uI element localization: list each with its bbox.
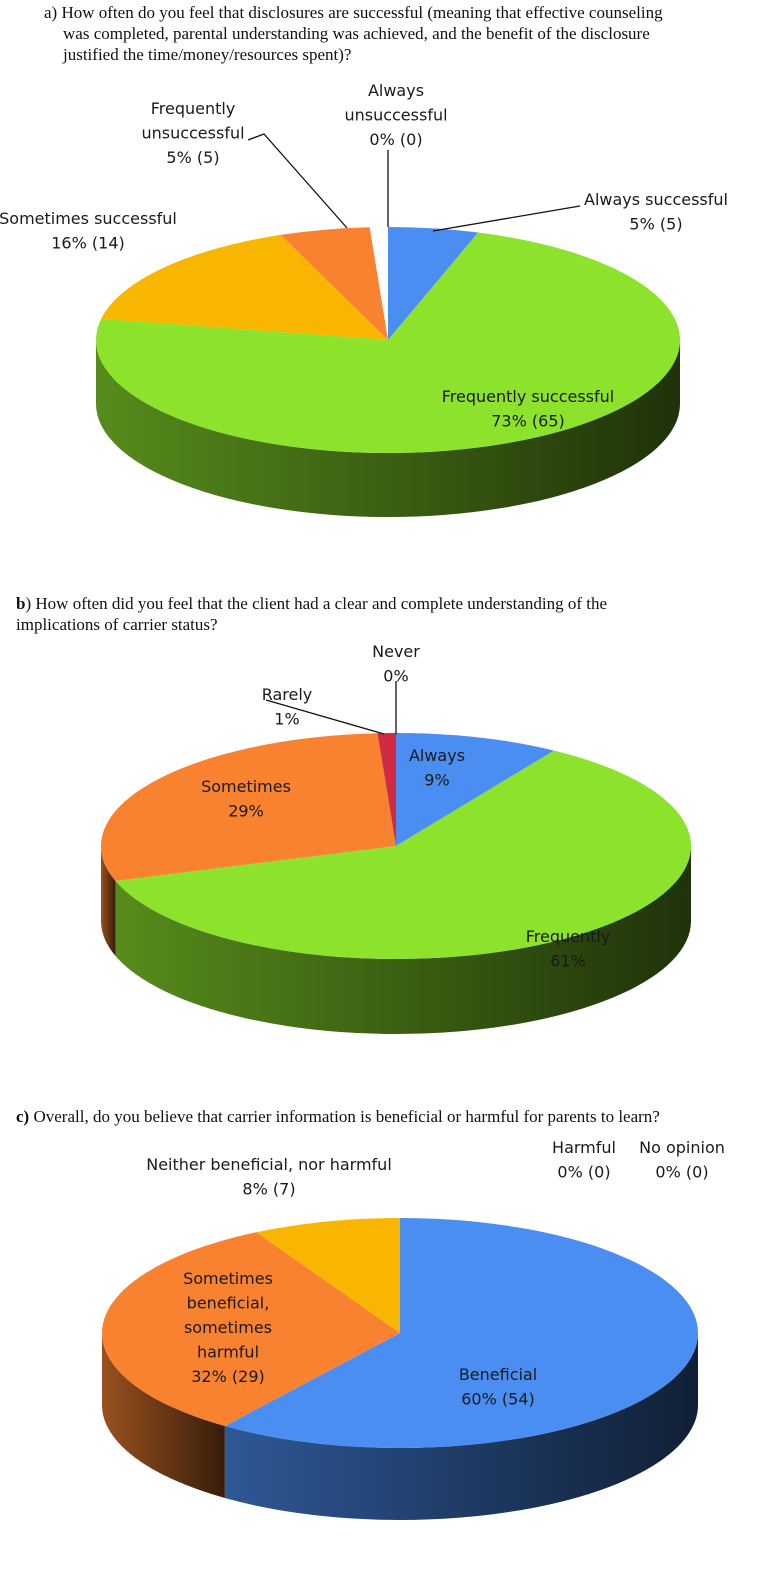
leader-line-rarely xyxy=(265,699,385,735)
question-a-text-3: justified the time/money/resources spent… xyxy=(63,45,352,64)
question-b-letter-suffix: ) xyxy=(25,594,32,613)
pie-slice-rarely xyxy=(377,733,396,846)
category-label-sometimes-beneficial-sometimes-harmful: harmful xyxy=(197,1343,259,1362)
category-label-always-successful: Always successful xyxy=(584,190,728,209)
value-label-frequently-successful: 73% (65) xyxy=(491,412,565,431)
category-label-frequently: Frequently xyxy=(526,927,611,946)
category-label-no-opinion: No opinion xyxy=(639,1138,725,1157)
category-label-always-unsuccessful: Always xyxy=(368,81,424,100)
pie-slice-always-successful xyxy=(388,227,479,340)
question-c: c) Overall, do you believe that carrier … xyxy=(0,1106,783,1127)
category-label-sometimes-successful: Sometimes successful xyxy=(0,209,177,228)
category-label-harmful: Harmful xyxy=(552,1138,616,1157)
leader-line-always-successful xyxy=(432,205,581,232)
value-label-always-unsuccessful: 0% (0) xyxy=(369,130,422,149)
question-b-text-2: implications of carrier status? xyxy=(16,615,218,634)
pie-slice-neither-beneficial-nor-harmful xyxy=(256,1218,400,1333)
pie-side-1 xyxy=(115,846,691,1034)
value-label-no-opinion: 0% (0) xyxy=(655,1163,708,1182)
pie-chart-a: Always successful 5% (5) Frequently succes… xyxy=(0,81,728,517)
value-label-frequently-unsuccessful: 5% (5) xyxy=(166,148,219,167)
pie-side-1 xyxy=(102,1333,225,1499)
pie-side-0 xyxy=(224,1333,698,1520)
category-label-always: Always xyxy=(409,746,465,765)
category-label-frequently-unsuccessful: Frequently xyxy=(151,99,236,118)
category-label-always-unsuccessful: unsuccessful xyxy=(344,106,447,125)
question-a-text-2: was completed, parental understanding wa… xyxy=(63,24,650,43)
pie-slice-always xyxy=(396,733,555,846)
value-label-sometimes: 29% xyxy=(228,802,264,821)
category-label-sometimes: Sometimes xyxy=(201,777,291,796)
question-a: a) How often do you feel that disclosure… xyxy=(0,2,783,65)
pie-chart-b: Always 9% Frequently 61% Sometimes 29% Rarely 1… xyxy=(100,642,691,1034)
category-label-frequently-successful: Frequently successful xyxy=(442,387,614,406)
pie-slice-frequently-unsuccessful xyxy=(280,227,388,340)
pie-slice-frequently-successful xyxy=(96,232,681,453)
pie-slice-sometimes xyxy=(100,733,397,881)
category-label-never: Never xyxy=(372,642,420,661)
category-label-rarely: Rarely xyxy=(262,685,313,704)
value-label-sometimes-beneficial-sometimes-harmful: 32% (29) xyxy=(191,1367,265,1386)
pie-slice-beneficial xyxy=(224,1218,698,1448)
question-a-text-1: How often do you feel that disclosures a… xyxy=(61,3,663,22)
value-label-frequently: 61% xyxy=(550,952,586,971)
value-label-rarely: 1% xyxy=(274,710,299,729)
category-label-neither-beneficial-nor-harmful: Neither beneficial, nor harmful xyxy=(146,1155,392,1174)
category-label-sometimes-beneficial-sometimes-harmful: beneficial, xyxy=(187,1294,270,1313)
value-label-sometimes-successful: 16% (14) xyxy=(51,234,125,253)
value-label-harmful: 0% (0) xyxy=(557,1163,610,1182)
pie-side-2 xyxy=(101,846,116,956)
pie-chart-c: Beneficial 60% (54) Sometimes beneficial, so… xyxy=(101,1138,725,1520)
leader-line-frequently-unsuccessful xyxy=(247,133,348,229)
category-label-sometimes-beneficial-sometimes-harmful: Sometimes xyxy=(183,1269,273,1288)
question-b: b) How often did you feel that the clien… xyxy=(0,593,783,635)
category-label-sometimes-beneficial-sometimes-harmful: sometimes xyxy=(184,1318,272,1337)
value-label-always: 9% xyxy=(424,771,449,790)
value-label-always-successful: 5% (5) xyxy=(629,215,682,234)
value-label-beneficial: 60% (54) xyxy=(461,1390,535,1409)
question-b-text-1: How often did you feel that the client h… xyxy=(31,594,608,613)
pie-slice-sometimes-beneficial-sometimes-harmful xyxy=(101,1232,400,1427)
question-c-letter: c) xyxy=(16,1107,30,1126)
category-label-frequently-unsuccessful: unsuccessful xyxy=(141,124,244,143)
question-c-text-1: Overall, do you believe that carrier inf… xyxy=(29,1107,660,1126)
question-b-letter: b xyxy=(16,594,26,613)
category-label-beneficial: Beneficial xyxy=(459,1365,537,1384)
question-a-letter: a) xyxy=(44,3,58,22)
pie-slice-frequently xyxy=(115,750,691,959)
pie-side-1 xyxy=(96,340,680,517)
value-label-neither-beneficial-nor-harmful: 8% (7) xyxy=(242,1180,295,1199)
pie-slice-sometimes-successful xyxy=(101,234,388,340)
value-label-never: 0% xyxy=(383,667,408,686)
